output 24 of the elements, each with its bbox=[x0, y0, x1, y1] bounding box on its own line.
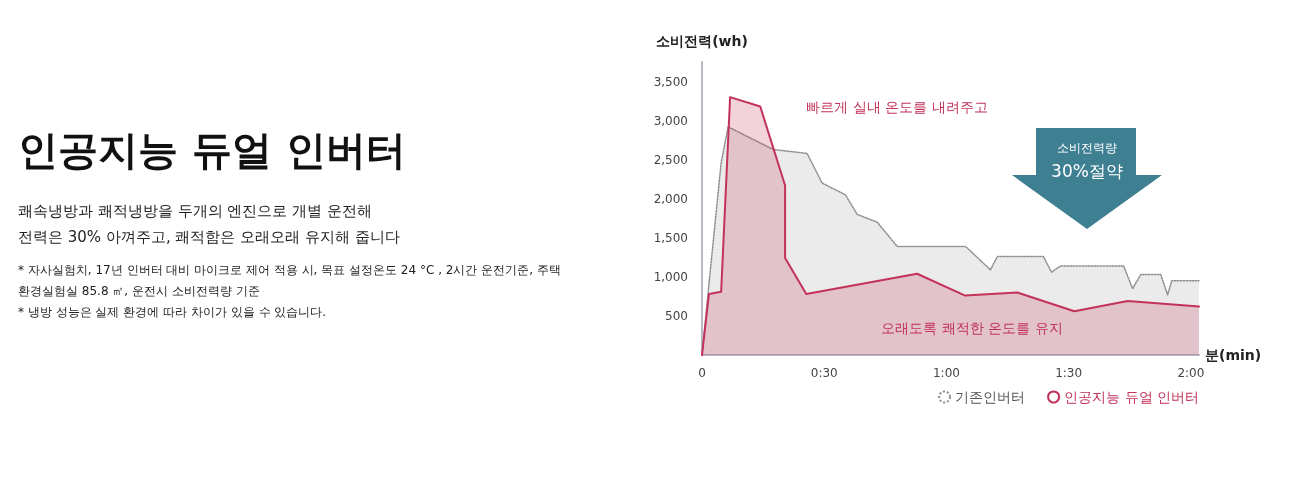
x-axis-title: 분(min) bbox=[1205, 347, 1262, 363]
legend-label: 인공지능 듀얼 인버터 bbox=[1064, 389, 1200, 405]
x-tick-label: 2:00 bbox=[1177, 366, 1205, 380]
x-tick-label: 0 bbox=[698, 366, 706, 380]
text: 인공지능 듀얼 인버터 bbox=[18, 126, 407, 175]
y-tick-label: 3,000 bbox=[653, 113, 688, 128]
y-tick-label: 2,500 bbox=[653, 152, 688, 167]
text: 쾌속냉방과 쾌적냉방을 두개의 엔진으로 개별 운전해 전력은 30% 아껴주고, 쾌적함은 오래오래 유지해 줍니다 bbox=[18, 201, 401, 248]
y-tick-label: 500 bbox=[665, 308, 688, 323]
x-tick-label: 1:30 bbox=[1055, 366, 1083, 380]
text: * 냉방 성능은 실제 환경에 따라 차이가 있을 수 있습니다. bbox=[18, 304, 328, 321]
x-tick-label: 0:30 bbox=[810, 366, 838, 380]
annotation: 30%절약 bbox=[1050, 160, 1124, 183]
y-tick-label: 3,500 bbox=[653, 74, 688, 89]
annotation: 오래도록 쾌적한 온도를 유지 bbox=[881, 320, 1063, 336]
text: * 자사실험치, 17년 인버터 대비 마이크로 제어 적용 시, 목표 설정온도 24 °C , 2시간 운전기준, 주택환경실험실 85.8 ㎡, 운전시 소비전력량 기준 bbox=[18, 262, 562, 300]
y-axis-title: 소비전력(wh) bbox=[656, 33, 748, 49]
y-tick-label: 1,500 bbox=[653, 230, 688, 245]
x-tick-label: 1:00 bbox=[932, 366, 960, 380]
annotation: 소비전력량 bbox=[1056, 140, 1118, 157]
y-tick-label: 2,000 bbox=[653, 191, 688, 206]
y-tick-label: 1,000 bbox=[653, 269, 688, 284]
legend-label: 기존인버터 bbox=[955, 389, 1026, 405]
annotation: 빠르게 실내 온도를 내려주고 bbox=[806, 99, 988, 115]
